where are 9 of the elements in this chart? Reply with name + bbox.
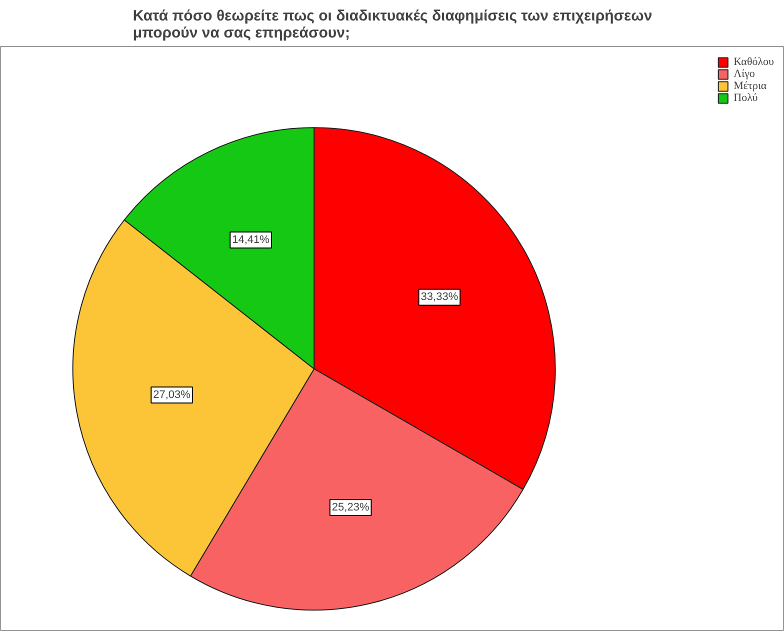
chart-title: Κατά πόσο θεωρείτε πως οι διαδικτυακές διαφημίσεις των επιχειρήσεων μπορούν να σας επηρεάσουν; [132,8,652,42]
data-label: 25,23% [332,501,370,514]
legend-label: Πολύ [734,92,758,104]
legend-label: Λίγο [734,68,755,80]
data-label: 27,03% [153,389,191,402]
legend-label: Καθόλου [734,56,774,68]
data-label: 14,41% [232,234,270,246]
data-label: 33,33% [420,291,458,304]
legend-label: Μέτρια [734,80,767,92]
